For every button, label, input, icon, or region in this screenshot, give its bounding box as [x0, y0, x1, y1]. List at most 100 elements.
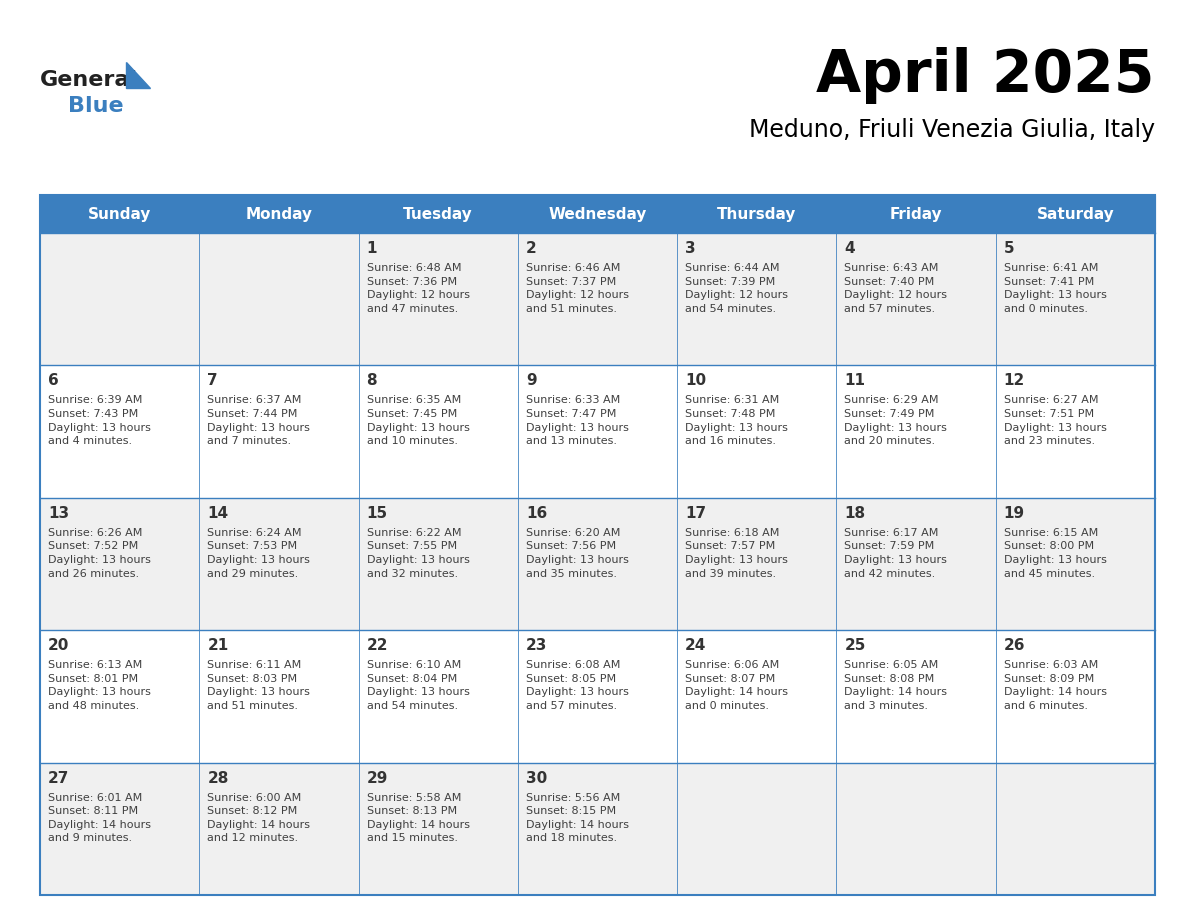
Text: Sunrise: 6:22 AM
Sunset: 7:55 PM
Daylight: 13 hours
and 32 minutes.: Sunrise: 6:22 AM Sunset: 7:55 PM Dayligh… [367, 528, 469, 578]
Text: 10: 10 [685, 374, 707, 388]
Bar [200, 365, 359, 498]
Bar [996, 233, 1155, 365]
Bar [518, 365, 677, 498]
Text: 16: 16 [526, 506, 548, 521]
Bar [359, 233, 518, 365]
Bar [518, 498, 677, 630]
Text: Tuesday: Tuesday [404, 207, 473, 221]
Bar [677, 498, 836, 630]
Text: Sunday: Sunday [88, 207, 151, 221]
Bar [836, 630, 996, 763]
Text: Blue: Blue [68, 96, 124, 116]
Bar [200, 630, 359, 763]
Text: April 2025: April 2025 [816, 47, 1155, 104]
Bar [836, 195, 996, 233]
Bar [996, 630, 1155, 763]
Text: Sunrise: 6:26 AM
Sunset: 7:52 PM
Daylight: 13 hours
and 26 minutes.: Sunrise: 6:26 AM Sunset: 7:52 PM Dayligh… [48, 528, 151, 578]
Text: Sunrise: 6:15 AM
Sunset: 8:00 PM
Daylight: 13 hours
and 45 minutes.: Sunrise: 6:15 AM Sunset: 8:00 PM Dayligh… [1004, 528, 1106, 578]
Text: 26: 26 [1004, 638, 1025, 654]
Text: 27: 27 [48, 770, 69, 786]
Text: Sunrise: 6:01 AM
Sunset: 8:11 PM
Daylight: 14 hours
and 9 minutes.: Sunrise: 6:01 AM Sunset: 8:11 PM Dayligh… [48, 792, 151, 844]
Text: 8: 8 [367, 374, 378, 388]
Text: 7: 7 [207, 374, 217, 388]
Text: 4: 4 [845, 241, 855, 256]
Text: 30: 30 [526, 770, 548, 786]
Bar [996, 195, 1155, 233]
Text: Sunrise: 6:11 AM
Sunset: 8:03 PM
Daylight: 13 hours
and 51 minutes.: Sunrise: 6:11 AM Sunset: 8:03 PM Dayligh… [207, 660, 310, 711]
Bar [518, 630, 677, 763]
Text: 6: 6 [48, 374, 58, 388]
Bar [836, 763, 996, 895]
Text: Sunrise: 6:39 AM
Sunset: 7:43 PM
Daylight: 13 hours
and 4 minutes.: Sunrise: 6:39 AM Sunset: 7:43 PM Dayligh… [48, 396, 151, 446]
Text: Sunrise: 5:58 AM
Sunset: 8:13 PM
Daylight: 14 hours
and 15 minutes.: Sunrise: 5:58 AM Sunset: 8:13 PM Dayligh… [367, 792, 469, 844]
Bar [40, 233, 200, 365]
Bar [996, 763, 1155, 895]
Bar [836, 498, 996, 630]
Text: 22: 22 [367, 638, 388, 654]
Text: Sunrise: 6:46 AM
Sunset: 7:37 PM
Daylight: 12 hours
and 51 minutes.: Sunrise: 6:46 AM Sunset: 7:37 PM Dayligh… [526, 263, 628, 314]
Bar [359, 365, 518, 498]
Polygon shape [126, 62, 150, 88]
Text: 2: 2 [526, 241, 537, 256]
Text: Sunrise: 6:44 AM
Sunset: 7:39 PM
Daylight: 12 hours
and 54 minutes.: Sunrise: 6:44 AM Sunset: 7:39 PM Dayligh… [685, 263, 788, 314]
Bar [40, 195, 1155, 895]
Text: Sunrise: 6:31 AM
Sunset: 7:48 PM
Daylight: 13 hours
and 16 minutes.: Sunrise: 6:31 AM Sunset: 7:48 PM Dayligh… [685, 396, 788, 446]
Bar [996, 365, 1155, 498]
Bar [518, 195, 677, 233]
Text: 9: 9 [526, 374, 537, 388]
Text: 19: 19 [1004, 506, 1025, 521]
Text: Sunrise: 6:35 AM
Sunset: 7:45 PM
Daylight: 13 hours
and 10 minutes.: Sunrise: 6:35 AM Sunset: 7:45 PM Dayligh… [367, 396, 469, 446]
Text: 1: 1 [367, 241, 377, 256]
Text: 23: 23 [526, 638, 548, 654]
Text: 18: 18 [845, 506, 866, 521]
Text: 21: 21 [207, 638, 228, 654]
Text: 13: 13 [48, 506, 69, 521]
Text: 25: 25 [845, 638, 866, 654]
Bar [200, 233, 359, 365]
Text: Sunrise: 6:43 AM
Sunset: 7:40 PM
Daylight: 12 hours
and 57 minutes.: Sunrise: 6:43 AM Sunset: 7:40 PM Dayligh… [845, 263, 947, 314]
Bar [836, 233, 996, 365]
Text: 12: 12 [1004, 374, 1025, 388]
Text: 11: 11 [845, 374, 865, 388]
Bar [359, 195, 518, 233]
Bar [677, 630, 836, 763]
Text: Wednesday: Wednesday [549, 207, 646, 221]
Text: Sunrise: 6:06 AM
Sunset: 8:07 PM
Daylight: 14 hours
and 0 minutes.: Sunrise: 6:06 AM Sunset: 8:07 PM Dayligh… [685, 660, 788, 711]
Bar [359, 498, 518, 630]
Bar [677, 195, 836, 233]
Bar [200, 195, 359, 233]
Text: Meduno, Friuli Venezia Giulia, Italy: Meduno, Friuli Venezia Giulia, Italy [748, 118, 1155, 142]
Text: 20: 20 [48, 638, 69, 654]
Text: 29: 29 [367, 770, 388, 786]
Text: Friday: Friday [890, 207, 942, 221]
Text: Sunrise: 6:18 AM
Sunset: 7:57 PM
Daylight: 13 hours
and 39 minutes.: Sunrise: 6:18 AM Sunset: 7:57 PM Dayligh… [685, 528, 788, 578]
Bar [836, 365, 996, 498]
Text: Sunrise: 6:00 AM
Sunset: 8:12 PM
Daylight: 14 hours
and 12 minutes.: Sunrise: 6:00 AM Sunset: 8:12 PM Dayligh… [207, 792, 310, 844]
Bar [40, 365, 200, 498]
Bar [40, 630, 200, 763]
Text: Sunrise: 6:10 AM
Sunset: 8:04 PM
Daylight: 13 hours
and 54 minutes.: Sunrise: 6:10 AM Sunset: 8:04 PM Dayligh… [367, 660, 469, 711]
Text: 24: 24 [685, 638, 707, 654]
Bar [677, 233, 836, 365]
Text: Sunrise: 6:48 AM
Sunset: 7:36 PM
Daylight: 12 hours
and 47 minutes.: Sunrise: 6:48 AM Sunset: 7:36 PM Dayligh… [367, 263, 469, 314]
Bar [518, 233, 677, 365]
Bar [200, 498, 359, 630]
Text: Sunrise: 6:33 AM
Sunset: 7:47 PM
Daylight: 13 hours
and 13 minutes.: Sunrise: 6:33 AM Sunset: 7:47 PM Dayligh… [526, 396, 628, 446]
Text: Sunrise: 6:24 AM
Sunset: 7:53 PM
Daylight: 13 hours
and 29 minutes.: Sunrise: 6:24 AM Sunset: 7:53 PM Dayligh… [207, 528, 310, 578]
Text: Sunrise: 6:05 AM
Sunset: 8:08 PM
Daylight: 14 hours
and 3 minutes.: Sunrise: 6:05 AM Sunset: 8:08 PM Dayligh… [845, 660, 947, 711]
Text: Sunrise: 6:03 AM
Sunset: 8:09 PM
Daylight: 14 hours
and 6 minutes.: Sunrise: 6:03 AM Sunset: 8:09 PM Dayligh… [1004, 660, 1107, 711]
Bar [677, 763, 836, 895]
Text: Sunrise: 6:41 AM
Sunset: 7:41 PM
Daylight: 13 hours
and 0 minutes.: Sunrise: 6:41 AM Sunset: 7:41 PM Dayligh… [1004, 263, 1106, 314]
Text: Sunrise: 6:37 AM
Sunset: 7:44 PM
Daylight: 13 hours
and 7 minutes.: Sunrise: 6:37 AM Sunset: 7:44 PM Dayligh… [207, 396, 310, 446]
Text: Monday: Monday [246, 207, 312, 221]
Text: Sunrise: 6:17 AM
Sunset: 7:59 PM
Daylight: 13 hours
and 42 minutes.: Sunrise: 6:17 AM Sunset: 7:59 PM Dayligh… [845, 528, 947, 578]
Text: Saturday: Saturday [1036, 207, 1114, 221]
Text: Sunrise: 6:13 AM
Sunset: 8:01 PM
Daylight: 13 hours
and 48 minutes.: Sunrise: 6:13 AM Sunset: 8:01 PM Dayligh… [48, 660, 151, 711]
Bar [677, 365, 836, 498]
Text: Sunrise: 6:29 AM
Sunset: 7:49 PM
Daylight: 13 hours
and 20 minutes.: Sunrise: 6:29 AM Sunset: 7:49 PM Dayligh… [845, 396, 947, 446]
Text: Sunrise: 5:56 AM
Sunset: 8:15 PM
Daylight: 14 hours
and 18 minutes.: Sunrise: 5:56 AM Sunset: 8:15 PM Dayligh… [526, 792, 628, 844]
Bar [359, 763, 518, 895]
Bar [996, 498, 1155, 630]
Bar [359, 630, 518, 763]
Text: Sunrise: 6:08 AM
Sunset: 8:05 PM
Daylight: 13 hours
and 57 minutes.: Sunrise: 6:08 AM Sunset: 8:05 PM Dayligh… [526, 660, 628, 711]
